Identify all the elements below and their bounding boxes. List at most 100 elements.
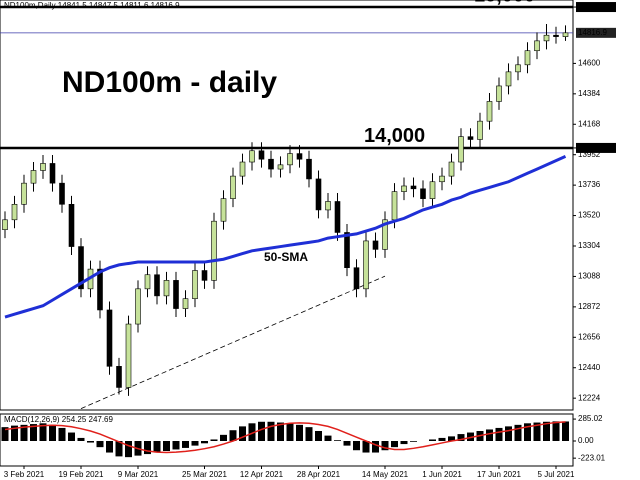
- y-tick-label: 13736: [578, 180, 601, 189]
- candle-body: [135, 288, 141, 325]
- macd-bar: [552, 421, 560, 441]
- y-tick-label: 13304: [578, 241, 601, 250]
- macd-bar: [258, 421, 265, 441]
- macd-bar: [163, 441, 170, 451]
- macd-bar: [353, 441, 360, 451]
- candle-body: [334, 201, 341, 233]
- macd-bar: [505, 426, 512, 441]
- macd-bar: [467, 432, 474, 441]
- candle-body: [258, 150, 265, 160]
- x-tick-label: 19 Feb 2021: [59, 470, 104, 479]
- candle-body: [448, 161, 455, 177]
- x-tick-label: 14 May 2021: [362, 470, 409, 479]
- candle-body: [439, 175, 445, 183]
- macd-bar: [438, 437, 446, 441]
- macd-tick-label: -223.01: [578, 453, 606, 462]
- candle-body: [505, 71, 512, 87]
- x-tick-label: 9 Mar 2021: [118, 470, 159, 479]
- level-label: 15,000: [474, 0, 535, 6]
- candle-body: [230, 175, 236, 199]
- y-tick-label: 14600: [578, 59, 601, 68]
- macd-bar: [68, 432, 75, 441]
- candle-body: [78, 246, 84, 290]
- y-tick-label: 13088: [578, 272, 601, 281]
- macd-bar: [49, 424, 56, 441]
- candle-body: [220, 198, 227, 222]
- candle-body: [97, 268, 103, 311]
- y-tick-label: 12440: [578, 363, 601, 372]
- candle-body: [2, 219, 8, 230]
- macd-label: MACD(12,26,9) 254.25 247.69: [4, 415, 114, 424]
- candle-body: [315, 178, 322, 211]
- macd-bar: [201, 441, 208, 444]
- candle-body: [287, 153, 293, 166]
- candle-body: [116, 366, 122, 388]
- candle-body: [11, 203, 18, 221]
- candle-body: [391, 191, 398, 221]
- price-box: [576, 27, 616, 38]
- macd-bar: [562, 421, 569, 441]
- candle-body: [30, 170, 37, 184]
- x-tick-label: 3 Feb 2021: [4, 470, 45, 479]
- candle-body: [40, 163, 46, 171]
- macd-bar: [182, 441, 189, 448]
- macd-bar: [39, 423, 47, 441]
- y-tick-label: 12224: [578, 393, 601, 402]
- macd-panel: [0, 413, 574, 467]
- macd-bar: [11, 425, 18, 441]
- candle-body: [239, 161, 246, 177]
- candle-body: [372, 240, 379, 250]
- candle-body: [49, 163, 56, 184]
- candle-body: [543, 34, 550, 42]
- macd-tick-label: 0.00: [578, 436, 594, 445]
- candle-body: [562, 32, 569, 37]
- macd-bar: [20, 424, 28, 441]
- x-tick-label: 12 Apr 2021: [240, 470, 284, 479]
- y-tick-label: 14000.0: [578, 143, 607, 152]
- macd-bar: [77, 437, 85, 441]
- y-tick-label: 14384: [578, 89, 601, 98]
- candle-body: [515, 64, 521, 73]
- macd-bar: [87, 441, 94, 443]
- y-tick-label: 13952: [578, 150, 601, 159]
- candle-body: [277, 164, 284, 170]
- candle-body: [192, 270, 198, 299]
- x-tick-label: 25 Mar 2021: [182, 470, 227, 479]
- sma-label: 50-SMA: [264, 250, 308, 264]
- x-tick-label: 28 Apr 2021: [297, 470, 341, 479]
- macd-bar: [486, 429, 493, 441]
- candle-body: [353, 267, 360, 290]
- macd-bar: [305, 427, 313, 441]
- macd-bar: [172, 441, 180, 450]
- macd-bar: [30, 424, 37, 441]
- macd-bar: [343, 441, 351, 446]
- candle-body: [477, 120, 483, 140]
- candle-body: [429, 181, 436, 199]
- candle-body: [182, 298, 189, 309]
- macd-bar: [106, 441, 113, 453]
- candle-body: [467, 136, 474, 140]
- macd-bar: [220, 434, 227, 441]
- candle-body: [420, 188, 426, 199]
- x-tick-label: 1 Jun 2021: [422, 470, 462, 479]
- candle-body: [21, 182, 27, 205]
- candle-body: [201, 270, 208, 281]
- candle-body: [154, 274, 160, 297]
- candle-body: [496, 85, 502, 102]
- macd-bar: [448, 436, 455, 441]
- macd-bar: [144, 441, 151, 455]
- y-tick-box: [576, 2, 616, 13]
- macd-bar: [391, 441, 398, 448]
- candle-body: [211, 220, 217, 281]
- x-tick-label: 5 Jul 2021: [538, 470, 575, 479]
- candle-body: [249, 150, 255, 163]
- y-tick-label: 12872: [578, 302, 601, 311]
- candle-body: [106, 309, 113, 367]
- candle-body: [382, 219, 388, 250]
- candle-body: [410, 185, 417, 190]
- macd-bar: [514, 424, 522, 441]
- candle-body: [59, 182, 65, 205]
- macd-bar: [457, 434, 465, 441]
- macd-bar: [381, 441, 389, 451]
- candle-body: [524, 50, 531, 66]
